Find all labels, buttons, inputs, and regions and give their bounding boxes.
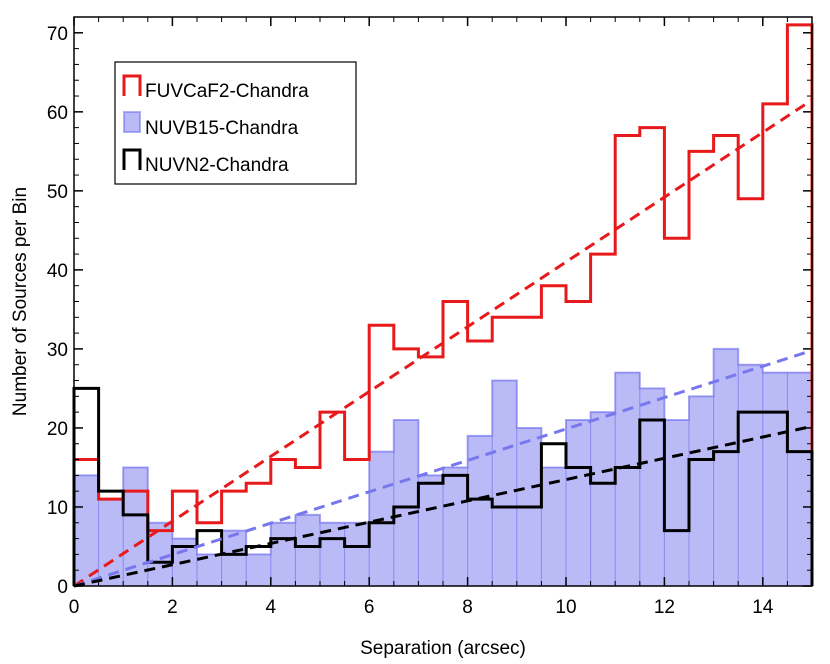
legend-label: NUVN2-Chandra: [145, 155, 289, 176]
series-1-bins: [73, 347, 813, 587]
histogram-bin: [565, 419, 592, 587]
y-axis-label: Number of Sources per Bin: [10, 187, 31, 416]
histogram-bin: [688, 395, 715, 587]
histogram-bin: [540, 466, 567, 587]
legend-box: [114, 61, 357, 185]
histogram-bin: [270, 522, 296, 587]
histogram-bin: [762, 372, 788, 587]
histogram-bin: [73, 474, 100, 587]
series-0-fit-line: [73, 98, 813, 588]
legend-label: FUVCaF2-Chandra: [145, 81, 309, 102]
x-tick-label: 0: [69, 597, 80, 618]
histogram-bin: [417, 474, 444, 587]
tick-labels: 0 2 4 6 8 10 12 14 0 10 20 30 40 50 60 70: [47, 24, 774, 618]
histogram-bin: [467, 435, 493, 587]
y-tick-label: 30: [47, 340, 68, 361]
series-2-step-line: [72, 386, 814, 586]
y-tick-label: 70: [47, 24, 68, 45]
series-1-fit-line: [73, 349, 813, 588]
histogram-bin: [393, 419, 419, 587]
x-tick-label: 10: [555, 597, 576, 618]
histogram-bin: [614, 372, 641, 587]
legend-label: NUVB15-Chandra: [145, 118, 299, 139]
y-tick-label: 50: [47, 182, 68, 203]
plot-marks: [72, 23, 814, 588]
x-tick-label: 4: [266, 597, 277, 618]
x-tick-label: 6: [364, 597, 375, 618]
histogram-bin: [663, 419, 690, 587]
series-outline: [73, 347, 813, 586]
histogram-bin: [491, 380, 518, 587]
histogram-bin: [639, 387, 665, 587]
x-tick-label: 2: [167, 597, 178, 618]
y-tick-label: 40: [47, 261, 68, 282]
x-axis-label: Separation (arcsec): [360, 638, 526, 659]
y-tick-label: 10: [47, 498, 68, 519]
legend: FUVCaF2-Chandra NUVB15-Chandra NUVN2-Chand…: [114, 61, 357, 185]
x-tick-label: 12: [654, 597, 675, 618]
legend-swatch: [122, 148, 142, 170]
legend-swatch: [123, 111, 141, 133]
histogram-bin: [221, 530, 247, 587]
histogram-bin: [245, 553, 272, 587]
histogram-bin: [98, 498, 124, 587]
histogram-bin: [442, 466, 469, 587]
series-0-step-line: [72, 23, 814, 586]
histogram-bin: [294, 514, 321, 587]
histogram-bin: [713, 348, 739, 587]
y-tick-label: 0: [57, 577, 68, 598]
x-tick-label: 14: [752, 597, 774, 618]
x-tick-label: 8: [462, 597, 473, 618]
histogram-bin: [590, 411, 616, 587]
y-tick-label: 20: [47, 419, 68, 440]
histogram-bin: [737, 364, 764, 587]
histogram-bin: [344, 522, 370, 587]
legend-swatch: [122, 74, 142, 96]
axis-ticks: [73, 17, 813, 587]
y-tick-label: 60: [47, 103, 68, 124]
